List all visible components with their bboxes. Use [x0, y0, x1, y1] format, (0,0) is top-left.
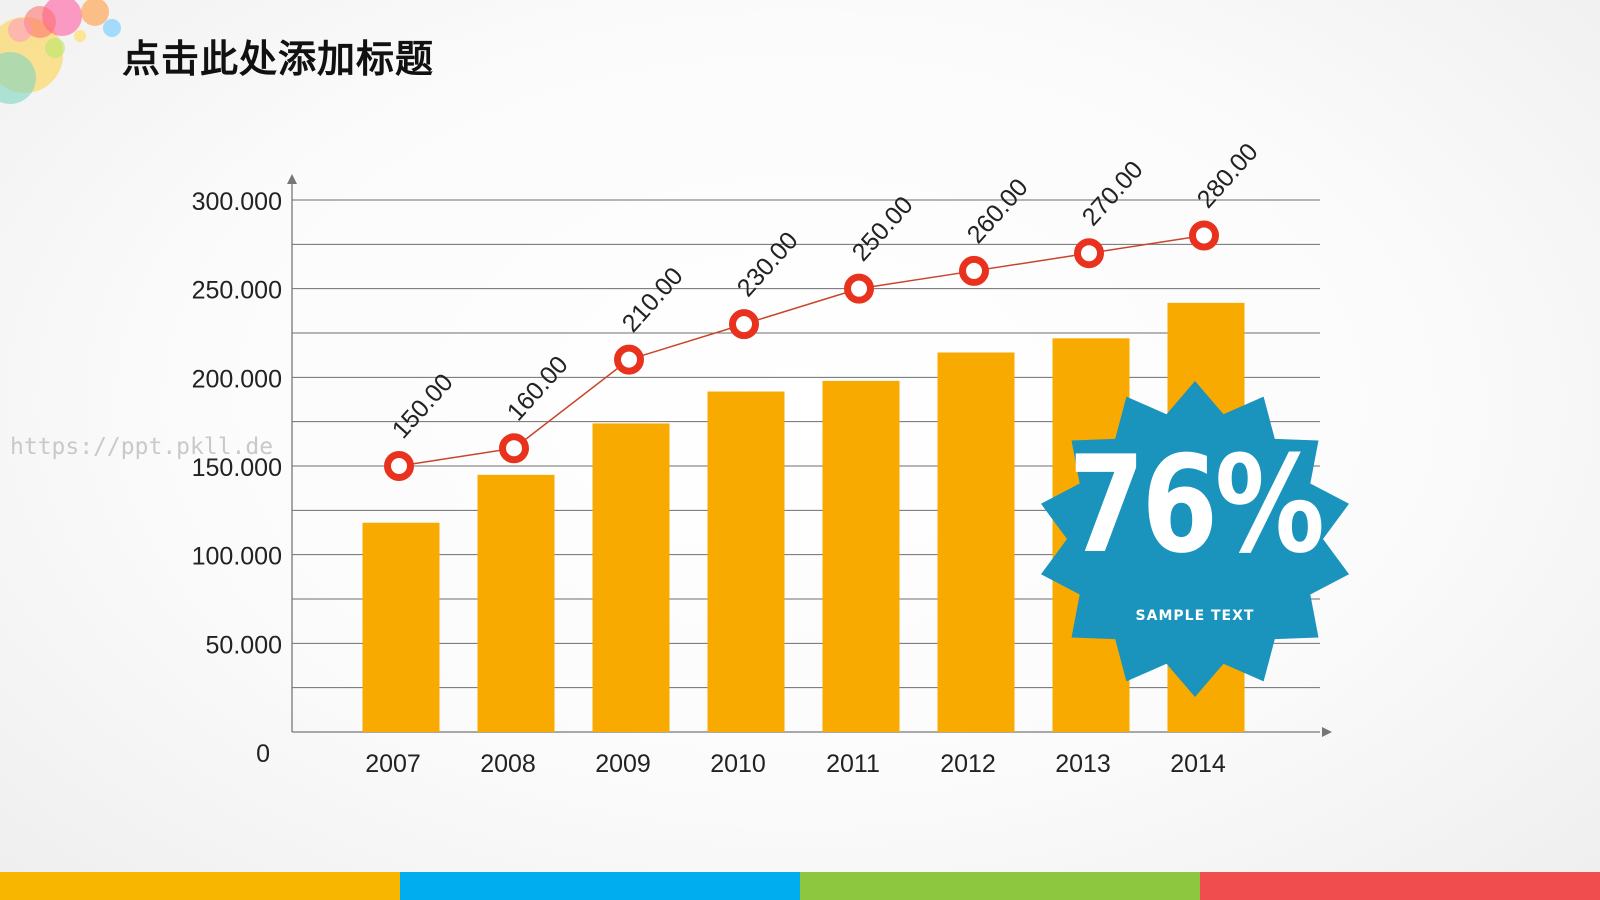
x-tick-label: 2007 — [365, 750, 421, 778]
line-series-path — [398, 234, 1205, 467]
y-tick-label: 50.000 — [206, 631, 282, 659]
y-tick-label: 0 — [256, 740, 270, 768]
y-axis-arrow — [287, 174, 297, 184]
bar — [477, 474, 555, 732]
line-point-marker — [1074, 238, 1104, 269]
x-tick-label: 2008 — [480, 750, 536, 778]
x-tick-label: 2012 — [940, 750, 996, 778]
bar — [362, 522, 440, 732]
y-tick-label: 150.000 — [192, 454, 282, 482]
data-label: 150.00 — [387, 368, 459, 444]
bar — [592, 423, 670, 732]
watermark-text: https://ppt.pkll.de — [10, 434, 274, 460]
line-point-marker — [614, 344, 644, 375]
line-point-marker — [1189, 220, 1219, 251]
line-point-marker — [499, 433, 529, 464]
data-label: 260.00 — [962, 173, 1034, 249]
bottom-bar-segment-yellow — [0, 872, 400, 900]
data-label: 210.00 — [617, 262, 689, 338]
bar — [937, 352, 1015, 732]
data-label: 230.00 — [732, 227, 804, 303]
bar — [822, 380, 900, 732]
starburst-badge-shape — [1041, 381, 1349, 697]
line-point-marker — [844, 273, 874, 304]
line-point-marker — [959, 255, 989, 286]
x-axis-arrow — [1322, 727, 1332, 737]
data-label: 270.00 — [1077, 156, 1149, 232]
slide-title[interactable]: 点击此处添加标题 — [122, 37, 435, 81]
y-tick-label: 250.000 — [192, 277, 282, 305]
badge-caption: SAMPLE TEXT — [1135, 608, 1255, 624]
y-tick-label: 100.000 — [192, 543, 282, 571]
starburst-polygon — [1041, 381, 1349, 697]
line-point-marker — [384, 451, 414, 481]
bottom-bar-segment-red — [1200, 872, 1600, 900]
bottom-color-bar — [0, 872, 1600, 900]
bar — [707, 391, 785, 732]
data-label: 280.00 — [1192, 138, 1264, 214]
x-tick-label: 2013 — [1055, 750, 1111, 778]
x-tick-label: 2011 — [826, 750, 880, 778]
floral-decoration-image — [0, 0, 121, 104]
data-label: 250.00 — [847, 191, 919, 267]
bottom-bar-segment-blue — [400, 872, 800, 900]
line-point-marker — [729, 309, 759, 340]
percentage-badge: 76% SAMPLE TEXT — [1036, 380, 1354, 698]
data-label: 160.00 — [502, 351, 574, 427]
y-tick-label: 200.000 — [192, 365, 282, 393]
x-tick-label: 2009 — [595, 750, 651, 778]
badge-value: 76% — [1068, 427, 1324, 583]
y-tick-label: 300.000 — [192, 188, 282, 216]
x-tick-label: 2014 — [1170, 750, 1226, 778]
x-tick-label: 2010 — [710, 750, 766, 778]
bottom-bar-segment-green — [800, 872, 1200, 900]
